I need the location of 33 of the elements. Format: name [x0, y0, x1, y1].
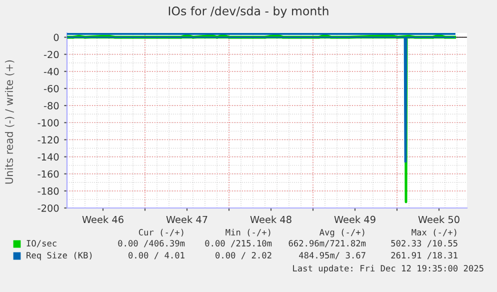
text: Min (-/+)	[226, 228, 270, 237]
text: 0.00 /406.39m	[118, 240, 185, 248]
text: Max (-/+)	[412, 228, 456, 237]
text: 502.33 /10.55	[391, 240, 458, 248]
y-tick-label: -120	[38, 136, 59, 144]
y-tick-label: 0	[54, 34, 59, 42]
text: Last update: Fri Dec 12 19:35:00 2025	[293, 264, 484, 274]
x-tick-label: Week 46	[82, 216, 124, 224]
text: Cur (-/+)	[138, 228, 184, 237]
y-tick-label: -100	[38, 119, 59, 126]
x-tick-label: Week 48	[250, 216, 292, 224]
text: 662.96m/721.82m	[288, 240, 366, 248]
text: 0.00 / 4.01	[128, 252, 184, 260]
chart-title: IOs for /dev/sda - by month	[168, 6, 328, 18]
y-tick-label: -140	[38, 153, 59, 161]
text: 484.95m/ 3.67	[299, 252, 366, 260]
legend-label: IO/sec	[26, 240, 56, 248]
legend-label: Req Size (KB)	[26, 252, 92, 260]
x-tick-label: Week 50	[418, 216, 460, 224]
y-tick-label: -200	[38, 204, 59, 212]
y-tick-label: -80	[44, 102, 59, 110]
text: 261.91 /18.31	[391, 252, 458, 260]
y-tick-label: -60	[44, 84, 59, 92]
text: Avg (-/+)	[320, 228, 364, 238]
y-axis-title: Units read (-) / write (+)	[4, 60, 14, 184]
y-tick-label: -160	[38, 170, 59, 178]
y-tick-label: -40	[44, 68, 59, 76]
x-tick-label: Week 49	[334, 216, 376, 224]
x-tick-label: Week 47	[166, 216, 208, 224]
y-tick-label: -180	[38, 187, 59, 195]
y-tick-label: -20	[44, 50, 59, 58]
text: 0.00 /215.10m	[205, 240, 272, 248]
text: 0.00 / 2.02	[216, 252, 272, 260]
